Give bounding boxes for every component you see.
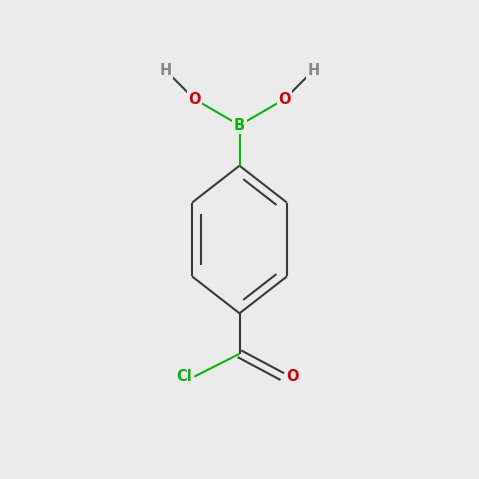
Text: H: H — [160, 63, 172, 78]
Text: O: O — [278, 91, 291, 106]
Text: H: H — [307, 63, 319, 78]
Text: B: B — [234, 118, 245, 133]
Text: O: O — [188, 91, 201, 106]
Text: O: O — [286, 369, 299, 384]
Text: Cl: Cl — [176, 369, 192, 384]
